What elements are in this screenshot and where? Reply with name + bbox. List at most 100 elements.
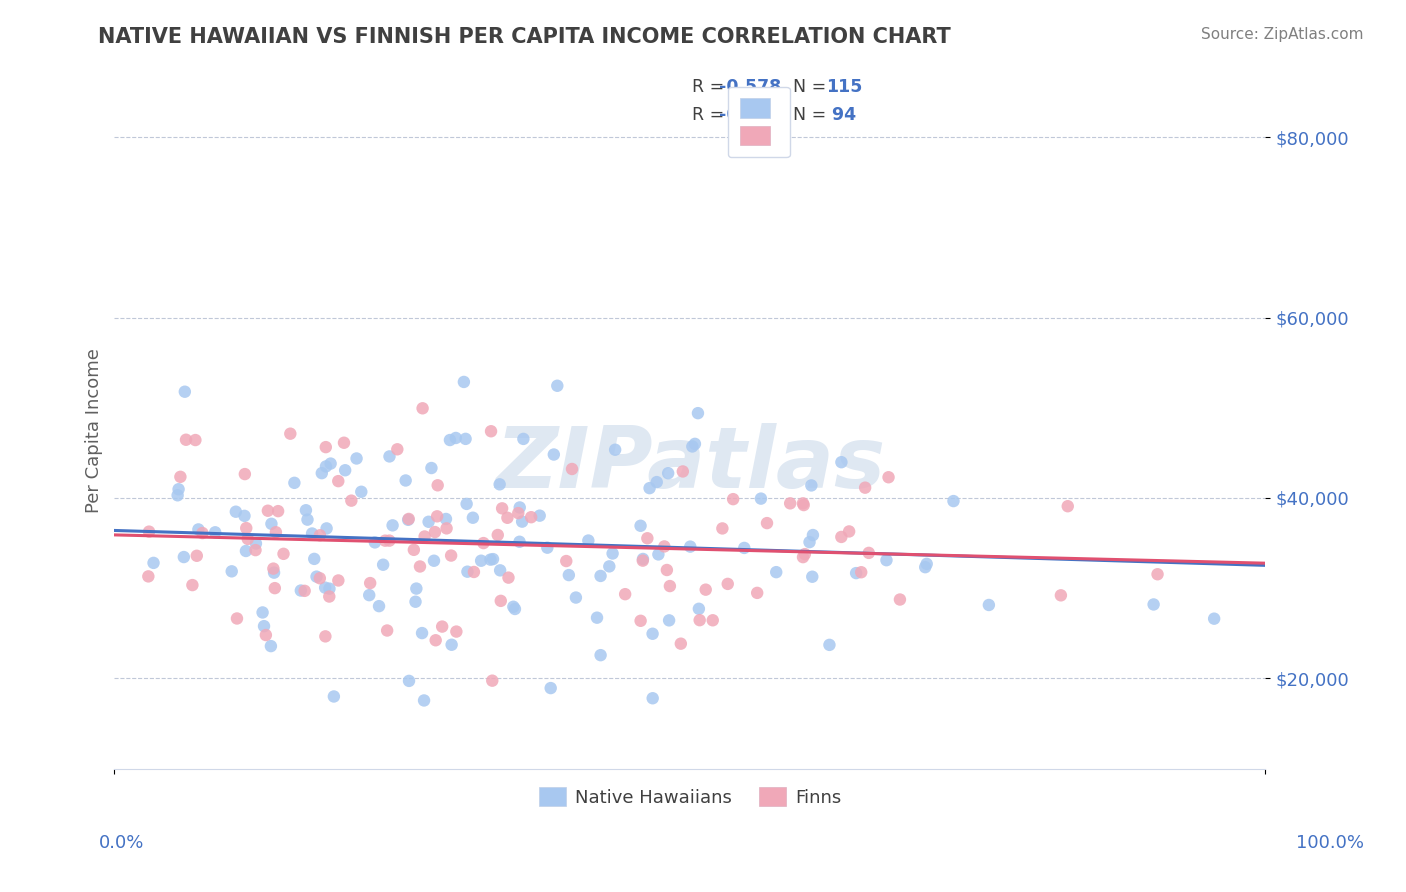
Finns [174, 433, 197, 447]
Finns [481, 673, 503, 688]
Native Hawaiians [681, 440, 703, 454]
Finns [184, 433, 207, 447]
Native Hawaiians [378, 450, 401, 464]
Finns [375, 624, 398, 638]
Native Hawaiians [398, 673, 420, 688]
Native Hawaiians [942, 494, 965, 508]
Native Hawaiians [456, 565, 478, 579]
Finns [889, 592, 911, 607]
Native Hawaiians [346, 451, 368, 466]
Native Hawaiians [290, 583, 312, 598]
Native Hawaiians [461, 510, 484, 524]
Native Hawaiians [658, 613, 681, 627]
Finns [520, 510, 543, 524]
Finns [792, 496, 814, 510]
Finns [721, 492, 744, 507]
Text: -0.578: -0.578 [718, 78, 780, 95]
Native Hawaiians [260, 516, 283, 531]
Finns [318, 590, 340, 604]
Native Hawaiians [733, 541, 755, 555]
Text: 115: 115 [825, 78, 862, 95]
Native Hawaiians [167, 482, 190, 496]
Native Hawaiians [647, 548, 669, 562]
Native Hawaiians [315, 459, 337, 474]
Finns [508, 506, 530, 520]
Finns [496, 510, 519, 524]
Native Hawaiians [489, 563, 512, 577]
Native Hawaiians [263, 566, 285, 580]
Text: R =: R = [692, 78, 730, 95]
Finns [236, 532, 259, 546]
Native Hawaiians [641, 626, 664, 640]
Native Hawaiians [845, 566, 868, 580]
Finns [1146, 567, 1168, 582]
Text: 100.0%: 100.0% [1296, 834, 1364, 852]
Finns [853, 481, 876, 495]
Native Hawaiians [914, 560, 936, 574]
Native Hawaiians [260, 639, 283, 653]
Native Hawaiians [142, 556, 165, 570]
Finns [426, 509, 449, 524]
Finns [779, 496, 801, 510]
Finns [792, 550, 814, 565]
Finns [226, 611, 249, 625]
Finns [423, 524, 446, 539]
Native Hawaiians [252, 606, 274, 620]
Finns [402, 542, 425, 557]
Native Hawaiians [444, 431, 467, 445]
Native Hawaiians [295, 503, 318, 517]
Finns [278, 426, 301, 441]
Finns [294, 583, 316, 598]
Text: -0.535: -0.535 [718, 106, 780, 124]
Native Hawaiians [166, 488, 188, 502]
Native Hawaiians [512, 432, 534, 446]
Native Hawaiians [283, 475, 305, 490]
Native Hawaiians [221, 565, 243, 579]
Finns [138, 524, 160, 539]
Native Hawaiians [350, 484, 373, 499]
Native Hawaiians [546, 378, 568, 392]
Finns [245, 543, 267, 558]
Finns [561, 462, 583, 476]
Finns [374, 533, 396, 548]
Native Hawaiians [411, 626, 433, 640]
Native Hawaiians [657, 467, 679, 481]
Finns [655, 563, 678, 577]
Finns [491, 501, 513, 516]
Native Hawaiians [187, 523, 209, 537]
Finns [436, 521, 458, 535]
Text: 0.0%: 0.0% [98, 834, 143, 852]
Native Hawaiians [381, 518, 404, 533]
Native Hawaiians [314, 581, 336, 595]
Native Hawaiians [503, 602, 526, 616]
Native Hawaiians [395, 474, 418, 488]
Native Hawaiians [801, 528, 824, 542]
Native Hawaiians [173, 384, 195, 399]
Native Hawaiians [359, 588, 381, 602]
Finns [479, 424, 502, 438]
Finns [314, 629, 336, 643]
Native Hawaiians [396, 513, 419, 527]
Finns [472, 536, 495, 550]
Native Hawaiians [502, 599, 524, 614]
Native Hawaiians [683, 437, 706, 451]
Legend: Native Hawaiians, Finns: Native Hawaiians, Finns [531, 780, 848, 814]
Finns [756, 516, 779, 530]
Native Hawaiians [631, 552, 654, 566]
Finns [858, 546, 880, 560]
Native Hawaiians [529, 508, 551, 523]
Finns [555, 554, 578, 568]
Native Hawaiians [645, 475, 668, 489]
Finns [851, 566, 873, 580]
Finns [181, 578, 204, 592]
Finns [631, 554, 654, 568]
Finns [672, 465, 695, 479]
Native Hawaiians [322, 690, 344, 704]
Native Hawaiians [311, 466, 333, 480]
Native Hawaiians [454, 432, 477, 446]
Finns [262, 561, 284, 575]
Native Hawaiians [225, 505, 247, 519]
Native Hawaiians [800, 478, 823, 492]
Native Hawaiians [1142, 598, 1164, 612]
Finns [267, 504, 290, 518]
